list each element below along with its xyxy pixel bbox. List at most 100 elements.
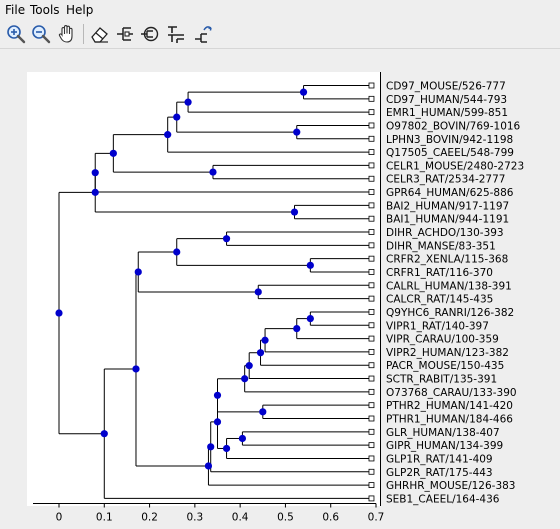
tree-canvas[interactable]: CD97_MOUSE/526-777CD97_HUMAN/544-793EMR1… [0, 49, 560, 529]
leaf-marker[interactable] [368, 282, 375, 289]
leaf-marker[interactable] [368, 309, 375, 315]
tree-node[interactable] [306, 315, 314, 323]
tree-node[interactable] [306, 261, 314, 269]
leaf-label[interactable]: DIHR_ACHDO/130-393 [386, 227, 504, 239]
tree-node[interactable] [261, 336, 269, 344]
tree-node[interactable] [55, 309, 63, 317]
leaf-marker[interactable] [368, 202, 375, 209]
tree-node[interactable] [91, 188, 99, 196]
tree-node[interactable] [134, 268, 142, 276]
leaf-marker[interactable] [368, 82, 375, 89]
leaf-marker[interactable] [368, 375, 375, 382]
tree-node[interactable] [164, 131, 172, 139]
tree-node[interactable] [293, 128, 301, 136]
tree-node[interactable] [290, 208, 299, 216]
leaf-label[interactable]: BAI1_HUMAN/944-1191 [386, 214, 509, 226]
leaf-marker[interactable] [368, 428, 375, 435]
tree-node[interactable] [173, 248, 181, 256]
collapse-tree-button[interactable] [114, 23, 136, 45]
leaf-marker[interactable] [368, 175, 375, 182]
tree-node[interactable] [293, 324, 301, 333]
leaf-label[interactable]: VIPR_CARAU/100-359 [386, 334, 499, 346]
leaf-label[interactable]: BAI2_HUMAN/917-1197 [386, 200, 509, 212]
tree-node[interactable] [222, 235, 231, 243]
tree-node[interactable] [213, 418, 222, 426]
leaf-marker[interactable] [368, 322, 375, 329]
leaf-marker[interactable] [368, 362, 375, 369]
leaf-marker[interactable] [368, 242, 375, 249]
leaf-marker[interactable] [368, 348, 375, 355]
leaf-label[interactable]: DIHR_MANSE/83-351 [386, 240, 496, 252]
leaf-marker[interactable] [368, 495, 375, 502]
leaf-marker[interactable] [368, 109, 375, 116]
leaf-label[interactable]: GLR_HUMAN/138-407 [386, 427, 500, 439]
leaf-label[interactable]: PACR_MOUSE/150-435 [386, 360, 504, 372]
leaf-label[interactable]: GHRHR_MOUSE/126-383 [386, 480, 516, 492]
tree-node[interactable] [184, 98, 192, 106]
leaf-label[interactable]: Q9YHC6_RANRI/126-382 [386, 307, 514, 319]
swap-branches-button[interactable] [192, 23, 214, 45]
leaf-label[interactable]: O73768_CARAU/133-390 [386, 387, 517, 399]
leaf-label[interactable]: CELR1_MOUSE/2480-2723 [386, 160, 524, 172]
tree-node[interactable] [173, 113, 181, 121]
leaf-label[interactable]: CALRL_HUMAN/138-391 [386, 280, 512, 292]
leaf-label[interactable]: CRFR1_RAT/116-370 [386, 267, 493, 279]
tree-node[interactable] [213, 391, 222, 399]
leaf-marker[interactable] [368, 402, 375, 409]
leaf-label[interactable]: PTHR2_HUMAN/141-420 [386, 400, 513, 412]
leaf-label[interactable]: CALCR_RAT/145-435 [386, 294, 493, 306]
leaf-label[interactable]: GLP2R_RAT/175-443 [386, 467, 493, 479]
reroot-button[interactable] [139, 23, 161, 45]
tree-node[interactable] [204, 462, 213, 470]
leaf-label[interactable]: Q17505_CAEEL/548-799 [386, 147, 514, 159]
leaf-label[interactable]: EMR1_HUMAN/599-851 [386, 107, 508, 119]
leaf-marker[interactable] [368, 229, 375, 235]
tree-node[interactable] [299, 88, 308, 96]
tree-node[interactable] [241, 375, 249, 383]
zoom-out-button[interactable] [30, 23, 52, 45]
tree-node[interactable] [207, 443, 215, 451]
leaf-marker[interactable] [368, 468, 375, 475]
leaf-label[interactable]: CRFR2_XENLA/115-368 [386, 254, 508, 266]
leaf-label[interactable]: CD97_HUMAN/544-793 [386, 94, 507, 106]
pan-button[interactable] [56, 23, 78, 45]
leaf-label[interactable]: GIPR_HUMAN/134-399 [386, 440, 503, 452]
tree-node[interactable] [100, 430, 108, 438]
leaf-label[interactable]: PTHR1_HUMAN/184-466 [386, 414, 513, 426]
tree-node[interactable] [256, 349, 265, 357]
leaf-marker[interactable] [368, 269, 375, 275]
leaf-marker[interactable] [368, 189, 375, 195]
leaf-marker[interactable] [368, 135, 375, 142]
leaf-label[interactable]: SCTR_RABIT/135-391 [386, 374, 497, 386]
menu-file[interactable]: File [5, 3, 26, 17]
tree-node[interactable] [222, 444, 231, 453]
leaf-marker[interactable] [368, 455, 375, 462]
tree-layout-button[interactable] [165, 23, 187, 45]
leaf-marker[interactable] [368, 122, 375, 129]
leaf-label[interactable]: SEB1_CAEEL/164-436 [386, 493, 500, 505]
tree-node[interactable] [245, 362, 253, 370]
leaf-marker[interactable] [368, 388, 375, 395]
tree-node[interactable] [238, 434, 247, 443]
tree-node[interactable] [91, 169, 99, 177]
zoom-in-button[interactable] [5, 23, 27, 45]
leaf-marker[interactable] [368, 295, 375, 302]
menu-help[interactable]: Help [66, 3, 94, 17]
leaf-marker[interactable] [368, 162, 375, 169]
leaf-marker[interactable] [368, 149, 375, 155]
leaf-label[interactable]: GPR64_HUMAN/625-886 [386, 187, 514, 199]
tree-node[interactable] [132, 365, 140, 373]
leaf-marker[interactable] [368, 415, 375, 422]
leaf-label[interactable]: VIPR1_RAT/140-397 [386, 320, 489, 332]
tree-node[interactable] [254, 288, 262, 296]
leaf-label[interactable]: LPHN3_BOVIN/942-1198 [386, 134, 513, 146]
leaf-marker[interactable] [368, 335, 375, 342]
tree-node[interactable] [209, 168, 217, 176]
leaf-label[interactable]: CD97_MOUSE/526-777 [386, 81, 506, 93]
leaf-marker[interactable] [368, 442, 375, 449]
leaf-label[interactable]: CELR3_RAT/2534-2777 [386, 174, 505, 186]
tree-node[interactable] [109, 149, 117, 157]
leaf-marker[interactable] [368, 255, 375, 262]
leaf-label[interactable]: O97802_BOVIN/769-1016 [386, 120, 521, 132]
leaf-label[interactable]: GLP1R_RAT/141-409 [386, 453, 493, 465]
